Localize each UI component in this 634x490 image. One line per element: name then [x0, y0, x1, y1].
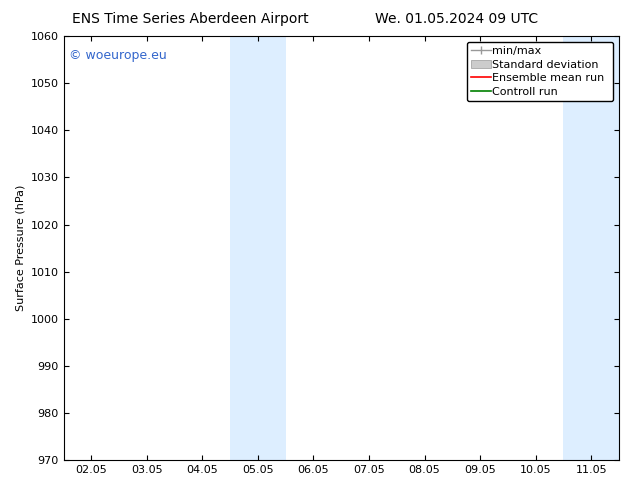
Bar — [564, 36, 619, 460]
Text: © woeurope.eu: © woeurope.eu — [69, 49, 167, 62]
Text: ENS Time Series Aberdeen Airport: ENS Time Series Aberdeen Airport — [72, 12, 309, 26]
Bar — [230, 36, 286, 460]
Text: We. 01.05.2024 09 UTC: We. 01.05.2024 09 UTC — [375, 12, 538, 26]
Y-axis label: Surface Pressure (hPa): Surface Pressure (hPa) — [15, 185, 25, 311]
Legend: min/max, Standard deviation, Ensemble mean run, Controll run: min/max, Standard deviation, Ensemble me… — [467, 42, 614, 101]
